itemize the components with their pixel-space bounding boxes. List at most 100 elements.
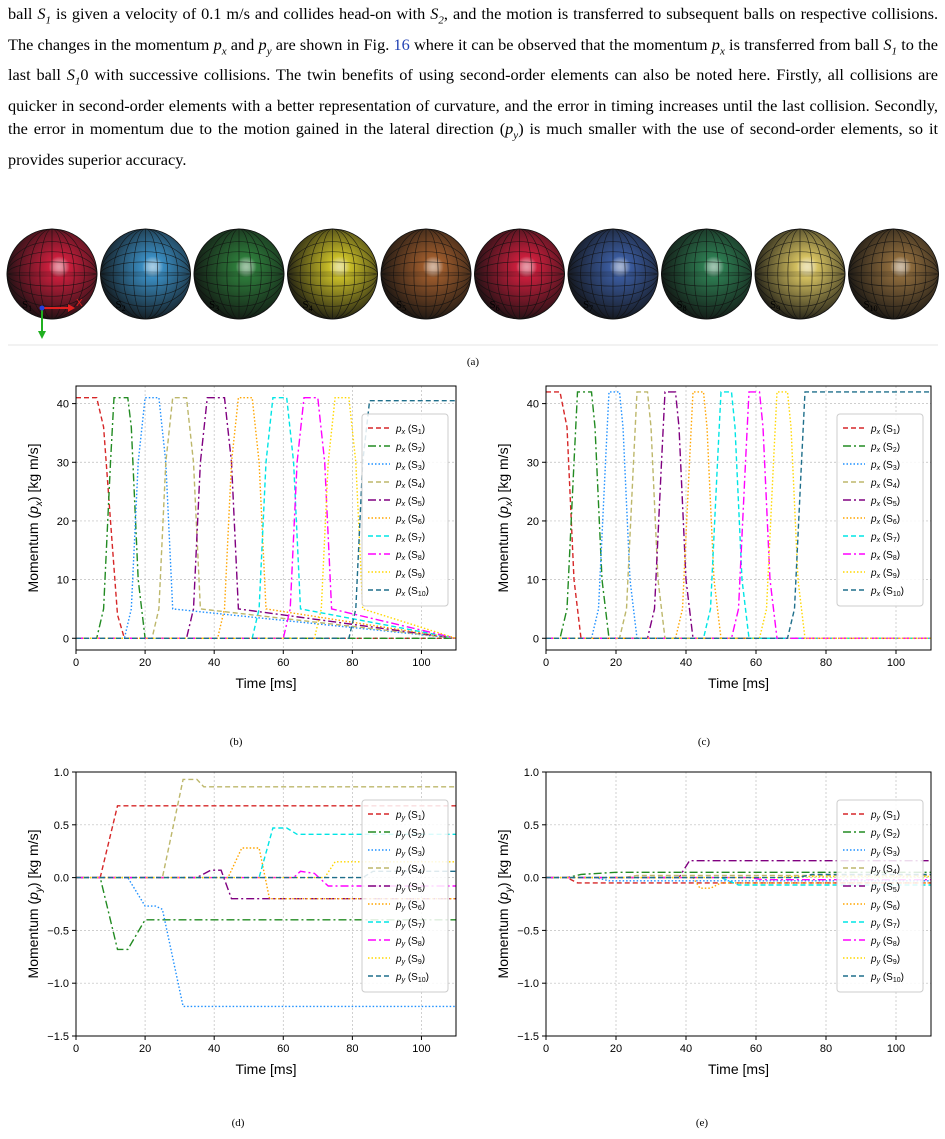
legend: py (S1) py (S2) py (S3) py (S4) py (S5) py (S… bbox=[361, 799, 449, 993]
ball-s6 bbox=[474, 228, 565, 320]
x-tick-label: 60 bbox=[750, 1043, 762, 1055]
legend-entry: py (S5) bbox=[870, 882, 900, 894]
paragraph-text: the momentum bbox=[609, 34, 712, 54]
paragraph-text: second-order elements can also be noted … bbox=[8, 65, 938, 115]
y-tick-label: 30 bbox=[57, 457, 69, 469]
legend-entry: px (S6) bbox=[870, 514, 900, 526]
legend-entry: px (S7) bbox=[870, 532, 900, 544]
series-line-s9 bbox=[546, 391, 931, 639]
x-tick-label: 100 bbox=[887, 657, 905, 669]
paragraph-text: p bbox=[711, 34, 720, 54]
paragraph-text: provides superior accuracy. bbox=[8, 150, 187, 170]
legend-entry: py (S2) bbox=[870, 828, 900, 840]
series-line-s7 bbox=[546, 876, 931, 886]
figure-ref-link[interactable]: 16 bbox=[393, 34, 410, 54]
legend-entry: px (S4) bbox=[395, 478, 425, 490]
series-line-s2 bbox=[546, 391, 931, 639]
paragraph-text: are shown in Fig. bbox=[271, 34, 394, 54]
paragraph-text: due to the motion gained in the lateral … bbox=[169, 119, 506, 139]
x-tick-label: 0 bbox=[543, 1043, 549, 1055]
x-axis-label: Time [ms] bbox=[236, 675, 297, 691]
series-line-s7 bbox=[76, 397, 457, 639]
paragraph-text: x bbox=[719, 44, 725, 57]
x-tick-label: 80 bbox=[346, 657, 358, 669]
y-tick-label: 10 bbox=[527, 575, 539, 587]
ball-label: S7 bbox=[583, 299, 593, 313]
legend-entry: py (S2) bbox=[395, 828, 425, 840]
caption-c: (c) bbox=[697, 736, 711, 748]
x-tick-label: 60 bbox=[750, 657, 762, 669]
legend-entry: px (S1) bbox=[395, 424, 425, 436]
paragraph-text: 1 bbox=[45, 14, 52, 27]
paragraph-text: 1 bbox=[74, 75, 81, 88]
x-tick-label: 40 bbox=[680, 657, 692, 669]
paragraph-text: , and the motion is transferred to subse… bbox=[443, 4, 775, 23]
plot-frame bbox=[75, 771, 457, 1037]
ball-label: S2 bbox=[116, 299, 126, 313]
series-line-s7 bbox=[546, 391, 931, 639]
x-tick-label: 20 bbox=[139, 657, 151, 669]
y-axis-label: Momentum (py) [kg m/s] bbox=[495, 830, 515, 979]
x-tick-label: 40 bbox=[680, 1043, 692, 1055]
ball-label: S1 bbox=[22, 299, 32, 313]
y-tick-label: −1.5 bbox=[517, 1031, 539, 1043]
legend: py (S1) py (S2) py (S3) py (S4) py (S5) py (S… bbox=[836, 799, 924, 993]
x-tick-label: 40 bbox=[208, 657, 220, 669]
legend-entry: px (S9) bbox=[395, 568, 425, 580]
y-tick-label: −0.5 bbox=[517, 925, 539, 937]
plot-frame bbox=[545, 385, 932, 651]
chart-py-first-order: 0 20 40 60 80 100 −1.5 −1.0 −0.5 0.0 0.5 1.0 Time [m… bbox=[25, 767, 457, 1077]
paragraph-text: x bbox=[221, 44, 227, 57]
ball-label: S10 bbox=[864, 299, 878, 313]
y-tick-label: 30 bbox=[527, 457, 539, 469]
paragraph-line: representation of curvature, and the err… bbox=[8, 96, 938, 138]
caption-a: (a) bbox=[466, 356, 480, 368]
chart-py-second-order: 0 20 40 60 80 100 −1.5 −1.0 −0.5 0.0 0.5 1.0 Time [m… bbox=[495, 767, 932, 1077]
balls-figure: S1 S2 S3 S4 S5 S6 S7 S8 S9 S10 X bbox=[6, 228, 939, 346]
x-tick-label: 20 bbox=[610, 1043, 622, 1055]
series-line-s2 bbox=[76, 397, 456, 639]
legend: px (S1) px (S2) px (S3) px (S4) px (S5) px (S… bbox=[836, 413, 924, 607]
ball-label: S5 bbox=[396, 299, 406, 313]
y-tick-label: −0.5 bbox=[47, 925, 69, 937]
x-tick-label: 0 bbox=[543, 657, 549, 669]
legend-entry: px (S1) bbox=[870, 424, 900, 436]
ball-s4 bbox=[287, 228, 378, 320]
plot-frame bbox=[75, 385, 457, 651]
series-line-s4 bbox=[546, 874, 931, 879]
legend-entry: px (S5) bbox=[870, 496, 900, 508]
x-tick-label: 20 bbox=[610, 657, 622, 669]
paragraph-text: ) is much smaller with the use of second… bbox=[518, 119, 938, 139]
paragraph-text: to the last ball bbox=[8, 34, 938, 85]
y-tick-label: 10 bbox=[57, 575, 69, 587]
paragraph-line: due to the motion gained in the lateral … bbox=[169, 119, 938, 141]
paragraph-text: 2 bbox=[438, 14, 444, 27]
legend-entry: px (S4) bbox=[870, 478, 900, 490]
legend-entry: px (S7) bbox=[395, 532, 425, 544]
legend-entry: py (S8) bbox=[395, 936, 425, 948]
paragraph-text: p bbox=[258, 34, 267, 54]
ball-s1 bbox=[6, 228, 98, 320]
ball-s7 bbox=[567, 228, 659, 320]
legend-entry: px (S8) bbox=[395, 550, 425, 562]
paragraph-text: p bbox=[505, 119, 514, 139]
legend-entry: py (S6) bbox=[395, 900, 425, 912]
ball-label: S4 bbox=[303, 299, 313, 313]
legend-entry: py (S6) bbox=[870, 900, 900, 912]
x-tick-label: 60 bbox=[277, 1043, 289, 1055]
x-tick-label: 0 bbox=[73, 1043, 79, 1055]
paragraph-text: representation of curvature, and the err… bbox=[8, 95, 938, 139]
axis-x-label: X bbox=[76, 298, 83, 309]
series-line-s4 bbox=[546, 391, 931, 639]
legend-entry: px (S9) bbox=[870, 568, 900, 580]
y-axis-label: Momentum (py) [kg m/s] bbox=[25, 830, 45, 979]
paragraph-text: S bbox=[430, 4, 439, 23]
y-tick-label: 0 bbox=[63, 633, 69, 645]
y-tick-label: 1.0 bbox=[524, 767, 539, 779]
series-line-s10 bbox=[546, 873, 931, 879]
series-line-s3 bbox=[76, 876, 456, 1008]
caption-b: (b) bbox=[229, 736, 243, 748]
paragraph-text: y bbox=[266, 44, 272, 57]
body-paragraph: ball S1 is given a velocity of 0.1 m/s a… bbox=[8, 2, 938, 171]
series-line-s1 bbox=[546, 391, 931, 639]
